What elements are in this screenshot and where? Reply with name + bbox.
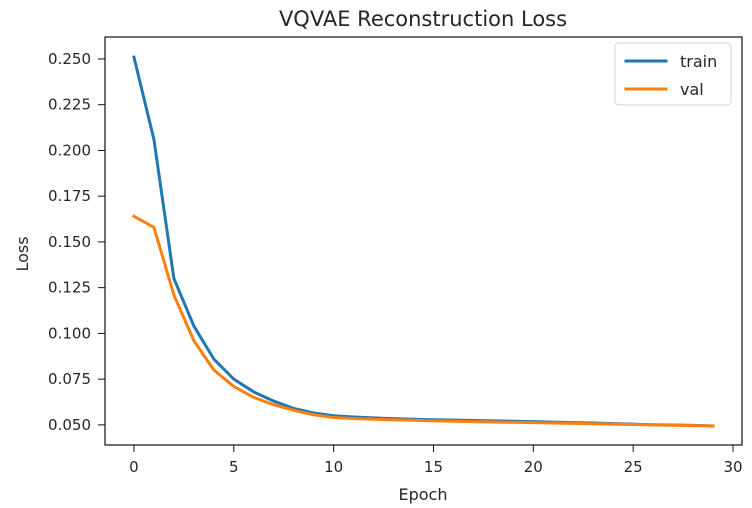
axes: 0 5 10 15 20 25 30 0.050 0.075 0.100 0.125 0.150 0.1… (48, 36, 743, 476)
y-tick-label-0.050: 0.050 (48, 416, 91, 434)
y-tick-label-0.200: 0.200 (48, 141, 91, 159)
x-axis-label: Epoch (399, 485, 448, 504)
x-tick-label-0: 0 (129, 458, 139, 476)
x-tick-label-25: 25 (624, 458, 643, 476)
y-tick-label-0.100: 0.100 (48, 324, 91, 342)
y-tick-label-0.150: 0.150 (48, 233, 91, 251)
plot-frame (104, 36, 743, 446)
series-line-train (132, 55, 715, 428)
x-tick-label-5: 5 (229, 458, 239, 476)
x-tick-label-20: 20 (524, 458, 543, 476)
y-tick-label-0.175: 0.175 (48, 187, 91, 205)
plot-area (131, 55, 715, 428)
x-tick-label-30: 30 (723, 458, 742, 476)
series-line-val (131, 214, 715, 428)
legend-train-label: train (680, 52, 717, 71)
x-tick-label-10: 10 (324, 458, 343, 476)
legend: train val (614, 42, 732, 106)
y-axis-label: Loss (13, 236, 32, 271)
x-tick-label-15: 15 (424, 458, 443, 476)
y-tick-label-0.075: 0.075 (48, 370, 91, 388)
chart-title: VQVAE Reconstruction Loss (279, 7, 567, 31)
legend-val-label: val (680, 80, 704, 99)
y-tick-label-0.225: 0.225 (48, 96, 91, 114)
y-tick-label-0.125: 0.125 (48, 279, 91, 297)
y-tick-label-0.250: 0.250 (48, 50, 91, 68)
